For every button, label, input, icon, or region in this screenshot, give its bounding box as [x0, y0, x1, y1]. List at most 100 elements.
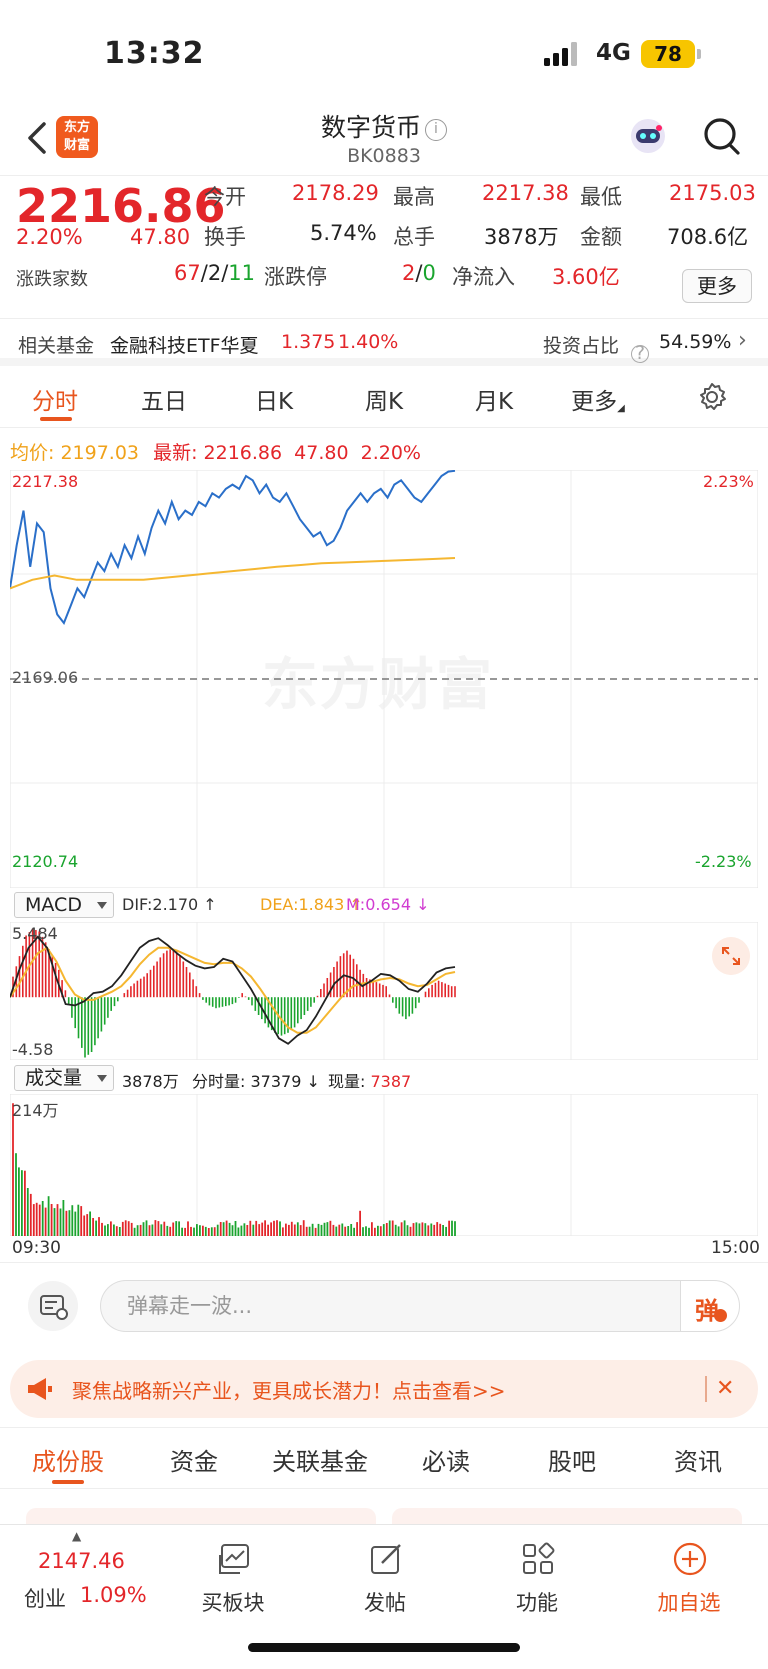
danmu-input[interactable]: 弹幕走一波... — [100, 1280, 680, 1332]
search-icon[interactable] — [702, 114, 742, 158]
tab-daily-k[interactable]: 日K — [254, 389, 294, 415]
amount-value: 708.6亿 — [667, 225, 749, 249]
battery-indicator: 78 — [641, 40, 701, 68]
tab-news[interactable]: 资讯 — [674, 1448, 722, 1476]
macd-histogram — [12, 928, 456, 1058]
volume-chart[interactable] — [10, 1094, 758, 1236]
gear-icon[interactable] — [697, 382, 727, 412]
tab-intraday[interactable]: 分时 — [32, 389, 78, 415]
dif-series-line — [10, 935, 456, 1045]
macd-dif: DIF:2.170 ↑ — [122, 895, 217, 914]
open-value: 2178.29 — [292, 181, 379, 205]
logo-text-bottom: 财富 — [63, 138, 90, 153]
tab-more[interactable]: 更多◢ — [548, 382, 648, 416]
dea-series-line — [10, 946, 456, 1034]
fund-price: 1.375 — [281, 331, 336, 353]
info-icon[interactable]: i — [425, 119, 447, 141]
macd-indicator-select[interactable]: MACD — [14, 892, 114, 918]
back-arrow-icon[interactable] — [24, 118, 50, 158]
fund-label: 相关基金 — [18, 335, 95, 357]
y-axis-top-label: 2217.38 — [12, 472, 79, 491]
active-subtab-indicator — [52, 1480, 84, 1484]
tab-funds-flow[interactable]: 资金 — [170, 1448, 218, 1476]
add-watchlist-label: 加自选 — [657, 1591, 721, 1615]
watermark-logo: 东方财富 — [262, 653, 494, 718]
volume-indicator-select[interactable]: 成交量 — [14, 1065, 114, 1091]
fund-name[interactable]: 金融科技ETF华夏 — [110, 335, 259, 357]
latest-label: 最新: — [153, 442, 198, 464]
tab-constituents[interactable]: 成份股 — [32, 1448, 104, 1476]
index-ticker[interactable]: ▲ 2147.46 创业 1.09% — [0, 1525, 160, 1615]
signal-icon — [544, 42, 577, 66]
y-axis-bottom-label: 2120.74 — [12, 852, 79, 871]
time-start-label: 09:30 — [12, 1238, 61, 1258]
promo-divider — [705, 1376, 707, 1402]
functions-label: 功能 — [516, 1591, 558, 1615]
turnover-value: 5.74% — [310, 221, 377, 245]
tab-more-label: 更多 — [571, 389, 618, 415]
netflow-label: 净流入 — [452, 265, 515, 289]
related-fund-row[interactable]: 相关基金 金融科技ETF华夏 1.375 1.40% 投资占比 ? 54.59%… — [0, 318, 768, 366]
promo-banner[interactable]: 聚焦战略新兴产业，更具成长潜力！点击查看>> ✕ — [10, 1360, 758, 1418]
robot-assistant-icon[interactable] — [628, 116, 668, 156]
volume-select-label: 成交量 — [25, 1067, 83, 1089]
invest-ratio-label: 投资占比 — [543, 335, 620, 357]
card-peek-right — [392, 1508, 742, 1528]
buy-sector-icon — [219, 1544, 249, 1574]
more-button[interactable]: 更多 — [682, 269, 752, 303]
updown-counts: 67/2/11 — [174, 261, 255, 285]
tab-weekly-k[interactable]: 周K — [364, 389, 404, 415]
low-label: 最低 — [580, 185, 622, 209]
post-label: 发帖 — [364, 1591, 406, 1615]
index-name: 创业 — [24, 1587, 66, 1611]
macd-select-label: MACD — [25, 894, 82, 916]
plus-circle-icon — [673, 1542, 707, 1576]
turnover-label: 换手 — [204, 225, 246, 249]
y-axis-mid-label: 2169.06 — [12, 668, 79, 687]
megaphone-icon — [28, 1378, 52, 1400]
latest-change: 47.80 — [294, 442, 349, 464]
macd-chart[interactable] — [10, 922, 758, 1060]
avg-price-value: 2197.03 — [60, 442, 140, 464]
fund-pct: 1.40% — [338, 331, 399, 353]
macd-y-top-label: 5.484 — [12, 924, 58, 943]
volume-value: 3878万 — [484, 225, 559, 249]
low-value: 2175.03 — [669, 181, 756, 205]
danmu-send-button[interactable]: 弹 — [680, 1280, 740, 1332]
danmu-settings-icon[interactable] — [28, 1281, 78, 1331]
amount-label: 金额 — [580, 225, 622, 249]
status-time: 13:32 — [104, 36, 205, 71]
app-logo[interactable]: 东方 财富 — [56, 116, 98, 158]
close-icon[interactable]: ✕ — [716, 1376, 735, 1401]
volume-header: 成交量 3878万 分时量: 37379 ↓ 现量: 7387 — [10, 1065, 758, 1091]
chevron-right-icon[interactable]: › — [738, 328, 747, 353]
latest-pct: 2.20% — [360, 442, 421, 464]
volume-bars — [12, 1103, 456, 1236]
caret-down-icon — [97, 902, 107, 909]
caret-down-icon — [97, 1075, 107, 1082]
netflow-value: 3.60亿 — [552, 265, 620, 289]
updown-count-label: 涨跌家数 — [16, 269, 88, 290]
pct-axis-top-label: 2.23% — [703, 472, 754, 491]
expand-icon[interactable] — [712, 937, 750, 975]
chart-period-tabs: 分时 五日 日K 周K 月K 更多◢ — [0, 372, 768, 428]
macd-y-bottom-label: -4.58 — [12, 1040, 54, 1059]
macd-header: MACD DIF:2.170 ↑ DEA:1.843 ↑ M:0.654 ↓ — [10, 892, 758, 918]
tab-five-day[interactable]: 五日 — [141, 389, 187, 415]
volume-total: 3878万 — [122, 1072, 179, 1091]
sector-sub-tabs: 成份股 资金 关联基金 必读 股吧 资讯 — [0, 1427, 768, 1489]
time-end-label: 15:00 — [711, 1238, 760, 1258]
tab-must-read[interactable]: 必读 — [422, 1448, 470, 1476]
tab-forum[interactable]: 股吧 — [548, 1448, 596, 1476]
tab-monthly-k[interactable]: 月K — [474, 389, 514, 415]
change-percent: 2.20% — [16, 225, 83, 249]
price-series-line — [10, 470, 456, 625]
danmu-button-label: 弹 — [695, 1297, 719, 1325]
volume-minute: 分时量: 37379 ↓ — [192, 1072, 320, 1091]
current-price: 2216.86 — [16, 179, 226, 233]
tab-related-funds[interactable]: 关联基金 — [272, 1448, 368, 1476]
intraday-price-chart[interactable] — [10, 470, 758, 888]
sector-code: BK0883 — [347, 145, 421, 167]
volume-y-top-label: 214万 — [12, 1101, 59, 1120]
page-title: 数字货币 i — [0, 108, 768, 144]
